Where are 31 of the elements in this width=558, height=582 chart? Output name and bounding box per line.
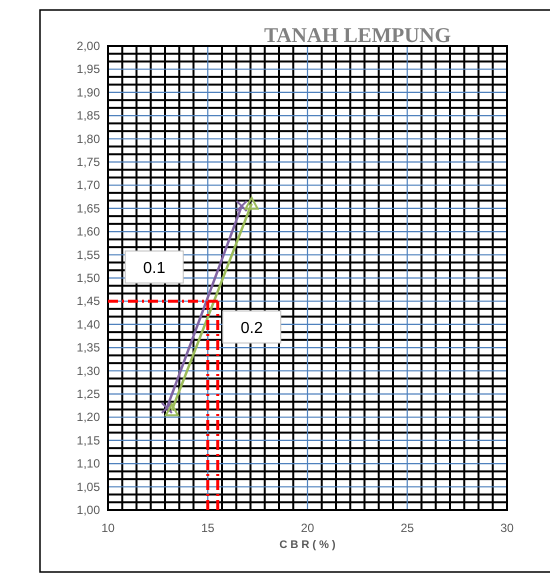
y-tick-label: 1,50 — [76, 271, 100, 285]
chart-title: TANAH LEMPUNG — [264, 23, 451, 47]
y-tick-label: 1,55 — [76, 248, 100, 262]
x-tick-label: 20 — [300, 521, 314, 535]
y-tick-label: 1,70 — [76, 178, 100, 192]
y-tick-label: 1,30 — [76, 364, 100, 378]
y-tick-label: 1,65 — [76, 201, 100, 216]
series-label: 0.2 — [240, 320, 263, 337]
y-tick-label: 1,80 — [76, 132, 100, 146]
y-tick-label: 1,45 — [76, 294, 100, 308]
text: 0.1 — [143, 260, 166, 277]
y-tick-label: 1,25 — [76, 387, 100, 401]
point — [236, 200, 248, 212]
y-tick-label: 1,95 — [76, 62, 100, 76]
x-tick-label: 15 — [201, 521, 215, 535]
y-tick-label: 1,90 — [76, 85, 100, 100]
y-tick-label: 1,35 — [76, 340, 100, 355]
y-tick-label: 2,00 — [76, 39, 100, 53]
y-tick-label: 1,15 — [76, 433, 100, 448]
x-axis-title: C B R ( % ) — [279, 539, 336, 551]
y-tick-label: 1,40 — [76, 317, 100, 332]
y-tick-label: 1,60 — [76, 224, 100, 239]
y-tick-label: 1,05 — [76, 480, 100, 494]
x-tick-label: 10 — [101, 521, 115, 535]
y-tick-label: 1,20 — [76, 410, 100, 424]
y-tick-label: 1,75 — [76, 155, 100, 169]
y-tick-label: 1,85 — [76, 108, 100, 123]
x-tick-label: 25 — [400, 521, 414, 535]
y-tick-label: 1,00 — [76, 503, 100, 517]
x-tick-label: 30 — [500, 521, 514, 535]
y-tick-label: 1,10 — [76, 456, 100, 471]
